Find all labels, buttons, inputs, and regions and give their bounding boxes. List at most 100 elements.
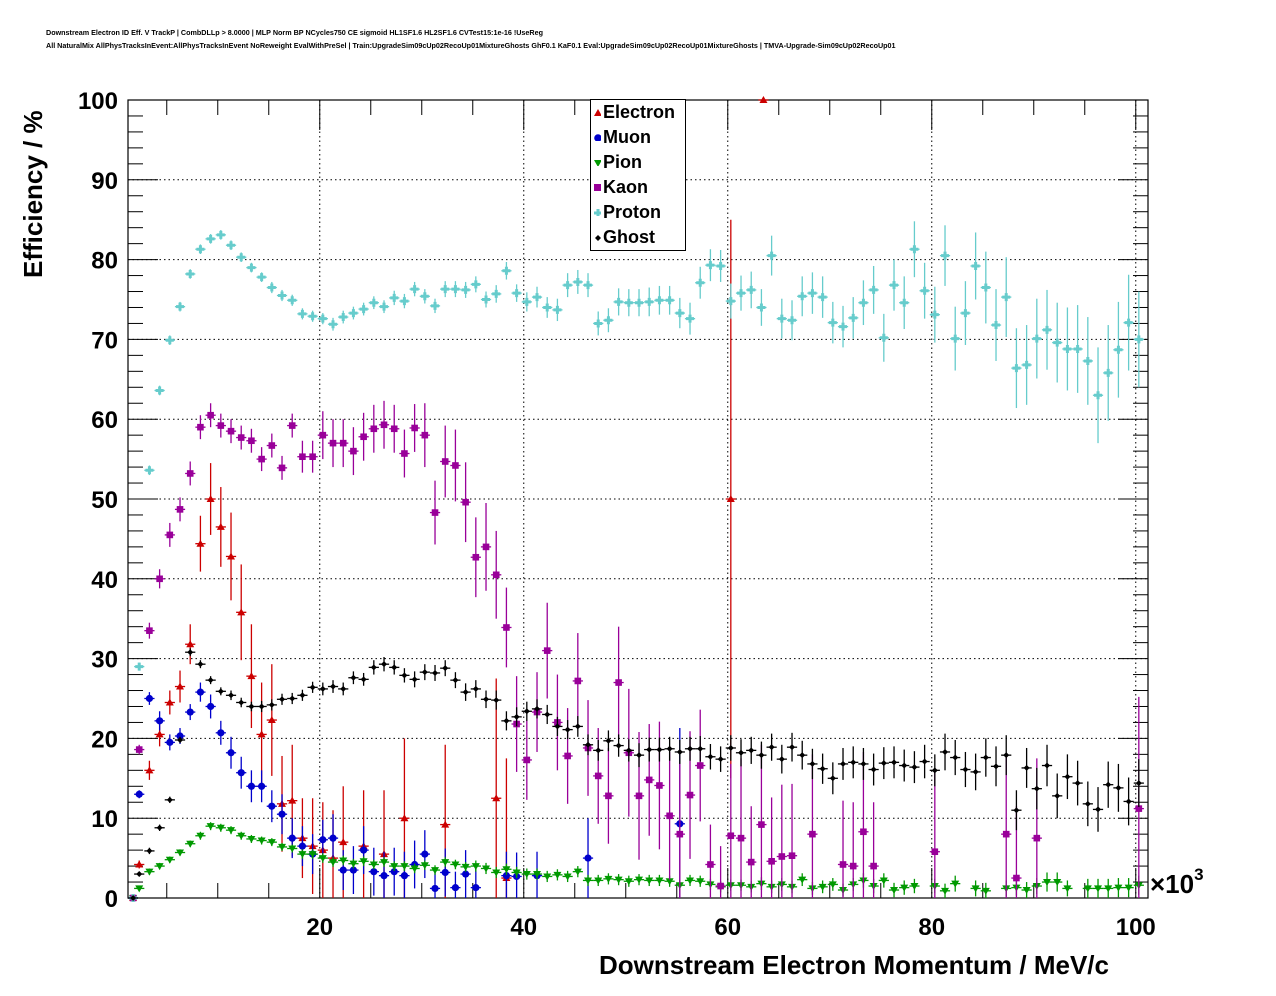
data-point-proton xyxy=(429,298,441,314)
marker xyxy=(176,849,185,857)
marker xyxy=(452,462,459,469)
data-point-ghost xyxy=(236,697,247,708)
y-tick-label: 60 xyxy=(91,407,118,434)
marker xyxy=(318,855,327,863)
data-point-kaon xyxy=(725,763,736,898)
data-point-proton xyxy=(705,249,716,282)
marker xyxy=(1043,879,1052,887)
data-point-proton xyxy=(440,281,451,298)
data-point-ghost xyxy=(552,716,563,737)
marker xyxy=(1115,784,1122,791)
marker xyxy=(635,792,643,800)
data-point-pion xyxy=(888,882,900,898)
data-point-proton xyxy=(1113,301,1124,398)
marker xyxy=(267,283,276,292)
data-point-kaon xyxy=(501,587,512,668)
marker xyxy=(665,878,674,886)
legend-label: Electron xyxy=(603,102,676,122)
marker xyxy=(614,297,623,306)
marker xyxy=(1084,800,1091,807)
marker xyxy=(411,676,418,683)
marker xyxy=(380,302,389,311)
data-point-ghost xyxy=(1072,760,1083,806)
x-axis-multiplier: ×103 xyxy=(1150,865,1204,900)
marker xyxy=(574,723,581,730)
marker xyxy=(1094,391,1103,400)
marker xyxy=(523,756,531,764)
marker xyxy=(380,421,388,429)
marker xyxy=(1002,830,1010,838)
marker xyxy=(901,762,908,769)
marker xyxy=(1104,885,1113,893)
data-point-ghost xyxy=(358,672,369,686)
data-point-ghost xyxy=(480,690,492,709)
marker xyxy=(1013,807,1020,814)
data-point-electron xyxy=(164,690,175,715)
data-point-ghost xyxy=(858,747,869,780)
marker xyxy=(217,729,225,737)
marker xyxy=(808,289,817,298)
data-point-kaon xyxy=(378,400,390,449)
marker xyxy=(1083,356,1092,365)
marker xyxy=(421,669,428,676)
marker xyxy=(237,434,245,441)
data-point-ghost xyxy=(327,680,339,693)
data-point-pion xyxy=(399,861,410,871)
data-point-proton xyxy=(225,240,237,251)
marker xyxy=(879,333,888,342)
legend-label: Muon xyxy=(603,127,651,147)
data-point-pion xyxy=(501,863,512,875)
marker xyxy=(992,321,1001,330)
marker xyxy=(492,289,501,298)
marker xyxy=(574,677,582,685)
data-point-pion xyxy=(1062,880,1073,897)
data-point-electron xyxy=(491,678,502,898)
marker xyxy=(410,285,419,294)
marker xyxy=(237,608,246,616)
data-point-proton xyxy=(613,288,624,316)
marker xyxy=(369,861,378,869)
marker xyxy=(319,685,326,692)
marker xyxy=(594,319,603,328)
marker xyxy=(431,867,440,875)
marker xyxy=(278,464,286,472)
marker xyxy=(665,296,674,305)
marker xyxy=(726,297,735,306)
chart-title-line-2: All NaturalMix AllPhysTracksInEvent:AllP… xyxy=(46,41,896,50)
data-point-kaon xyxy=(521,720,532,800)
series-pion xyxy=(128,822,1144,902)
marker xyxy=(442,665,449,672)
data-point-proton xyxy=(980,251,991,324)
data-point-pion xyxy=(287,844,298,853)
data-point-ghost xyxy=(419,664,430,681)
marker xyxy=(573,868,582,876)
data-point-ghost xyxy=(746,736,757,764)
data-point-ghost xyxy=(786,732,798,762)
data-point-ghost xyxy=(368,660,379,675)
marker xyxy=(207,702,215,711)
marker xyxy=(738,749,745,756)
marker xyxy=(1013,874,1020,882)
data-point-proton xyxy=(246,262,257,273)
data-point-proton xyxy=(786,300,798,341)
data-point-pion xyxy=(1123,878,1134,898)
marker xyxy=(278,843,287,851)
marker xyxy=(512,289,521,298)
marker xyxy=(931,767,938,774)
marker xyxy=(319,431,327,439)
data-point-ghost xyxy=(501,711,512,731)
x-multiplier-base: ×10 xyxy=(1150,869,1195,899)
marker xyxy=(186,708,194,716)
data-point-ghost xyxy=(185,648,196,657)
marker xyxy=(798,292,807,301)
marker xyxy=(176,732,184,740)
marker xyxy=(605,792,612,800)
x-axis-label: Downstream Electron Momentum / MeV/c xyxy=(599,950,1109,980)
marker xyxy=(533,871,542,879)
marker xyxy=(441,285,450,294)
data-point-ghost xyxy=(654,737,665,762)
data-point-ghost xyxy=(256,700,267,713)
data-point-electron xyxy=(134,860,145,869)
marker xyxy=(961,309,970,318)
data-point-ghost xyxy=(164,796,175,804)
